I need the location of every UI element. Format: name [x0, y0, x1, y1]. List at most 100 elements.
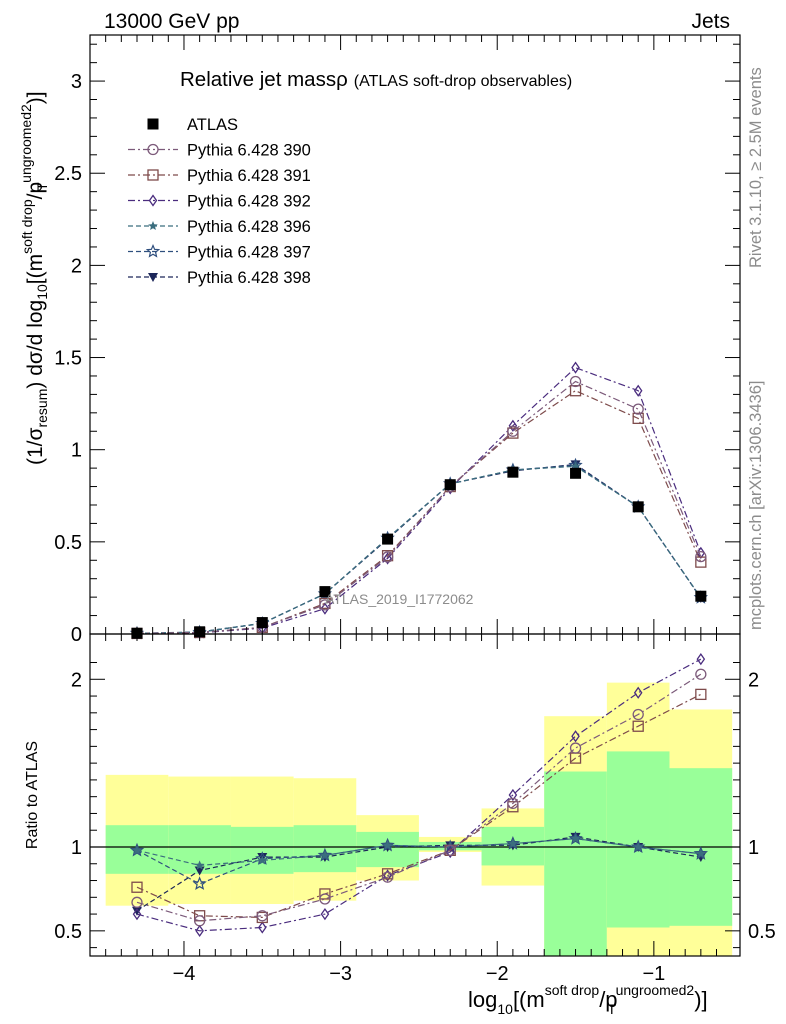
ratio-data-point	[131, 896, 143, 908]
ratio-series-layer	[129, 653, 708, 937]
series-line	[136, 464, 702, 634]
ratio-axes-layer: 0.5 0.5 1 1 2 2 −4 −3 −2 −1	[54, 634, 776, 985]
ratio-data-point	[695, 688, 707, 701]
main-ytick-label: 0.5	[54, 532, 82, 554]
ratio-data-point	[131, 881, 143, 893]
ratio-data-point	[632, 720, 644, 732]
legend-label: Pythia 6.428 398	[187, 269, 311, 287]
series-line	[136, 463, 702, 635]
legend-marker	[148, 221, 158, 230]
ratio-data-point	[508, 838, 518, 848]
data-point	[632, 412, 644, 425]
ratio-ytick-label: 1	[71, 837, 82, 859]
series-pythia-6.428-398	[131, 460, 706, 639]
ratio-series-line	[136, 836, 701, 912]
legend-entry: Pythia 6.428 396	[128, 218, 311, 236]
main-ytick-label: 2.5	[54, 163, 82, 185]
ratio-data-point	[505, 836, 521, 850]
ratio-data-point	[256, 910, 268, 922]
ratio-data-point	[319, 888, 331, 900]
series-atlas	[131, 466, 707, 639]
series-line	[136, 465, 702, 634]
ratio-data-point	[131, 906, 142, 916]
legend-label: Pythia 6.428 390	[187, 142, 311, 160]
ratio-data-point	[631, 839, 646, 854]
ratio-data-point	[383, 869, 392, 882]
uncertainty-band-stat	[606, 751, 670, 928]
ratio-data-point	[445, 845, 455, 859]
rivet-label: Rivet 3.1.10, ≥ 2.5M events	[747, 67, 765, 268]
legend-entry: ATLAS	[147, 116, 238, 134]
ratio-series-pythia-6.428-390	[131, 668, 707, 927]
ratio-ytick-label: 2	[71, 669, 82, 691]
ratio-series-line	[136, 658, 702, 932]
data-point	[319, 599, 331, 611]
ratio-data-point	[693, 846, 708, 860]
main-ytick-label: 2	[71, 255, 82, 277]
ratio-data-point	[192, 876, 207, 890]
ratio-data-point	[381, 868, 394, 880]
ratio-data-point	[193, 915, 206, 927]
legend-marker	[147, 118, 159, 130]
ratio-data-point	[570, 833, 581, 843]
main-panel: 0 0.5 1 1.5 2 2.5 3 Relative jet massρ (ATLAS s…	[18, 34, 741, 646]
main-ytick-label: 3	[71, 71, 82, 93]
ratio-plot-frame	[89, 633, 741, 957]
ratio-data-point	[633, 686, 643, 699]
legend-entry: Pythia 6.428 397	[128, 244, 311, 262]
data-point	[508, 419, 518, 432]
ratio-ytick-label-right: 2	[748, 669, 759, 691]
uncertainty-band-stat	[544, 771, 607, 956]
legend-marker	[148, 194, 158, 207]
ratio-ytick-label: 0.5	[54, 921, 82, 943]
ratio-data-point	[568, 831, 583, 845]
ratio-data-point	[317, 847, 333, 862]
ratio-data-point	[508, 788, 518, 802]
data-point	[632, 403, 644, 415]
legend-marker	[145, 243, 161, 258]
data-point	[571, 361, 580, 374]
ratio-band-layer	[90, 682, 740, 956]
ratio-data-point	[132, 907, 142, 921]
ratio-data-point	[696, 653, 706, 666]
ratio-data-point	[257, 921, 267, 934]
legend-label: Pythia 6.428 392	[187, 193, 311, 211]
data-point	[695, 550, 707, 563]
data-point	[569, 385, 582, 397]
legend-label: Pythia 6.428 396	[187, 218, 311, 236]
data-point	[507, 425, 519, 437]
ratio-xtick-label: −3	[329, 963, 352, 985]
ratio-data-point	[633, 842, 643, 851]
data-point	[382, 533, 394, 545]
ratio-xtick-label: −2	[486, 963, 509, 985]
main-ytick-label: 1.5	[54, 348, 82, 370]
legend-entry: Pythia 6.428 392	[128, 193, 311, 211]
data-point	[695, 556, 707, 568]
series-pythia-6.428-397	[129, 457, 708, 640]
data-point	[569, 375, 582, 388]
legend-label: ATLAS	[187, 116, 238, 134]
main-ytick-label: 0	[71, 624, 82, 646]
mcplots-label: mcplots.cern.ch [arXiv:1306.3436]	[747, 381, 765, 630]
data-point	[570, 467, 582, 479]
ratio-data-point	[257, 855, 267, 865]
legend-marker	[148, 273, 158, 282]
data-point	[695, 590, 707, 602]
main-ylabel: (1/σresum) dσ/d log10[(msoft drop/pTungr…	[18, 91, 50, 465]
main-title: Relative jet massρ (ATLAS soft-drop obser…	[180, 68, 572, 91]
ratio-ytick-label-right: 0.5	[748, 921, 776, 943]
ratio-xtick-label: −1	[642, 963, 665, 985]
ratio-data-point	[320, 850, 330, 860]
data-point	[633, 384, 643, 397]
ratio-series-line	[136, 673, 702, 922]
ratio-series-pythia-6.428-392	[132, 653, 706, 937]
data-point	[381, 551, 394, 563]
uncertainty-band-stat	[230, 826, 294, 874]
ratio-data-point	[696, 848, 706, 858]
ratio-data-point	[194, 860, 205, 870]
data-point	[319, 586, 331, 598]
series-pythia-6.428-396	[132, 461, 706, 638]
legend-entry: Pythia 6.428 391	[128, 167, 311, 185]
header-left: 13000 GeV pp	[104, 10, 239, 33]
